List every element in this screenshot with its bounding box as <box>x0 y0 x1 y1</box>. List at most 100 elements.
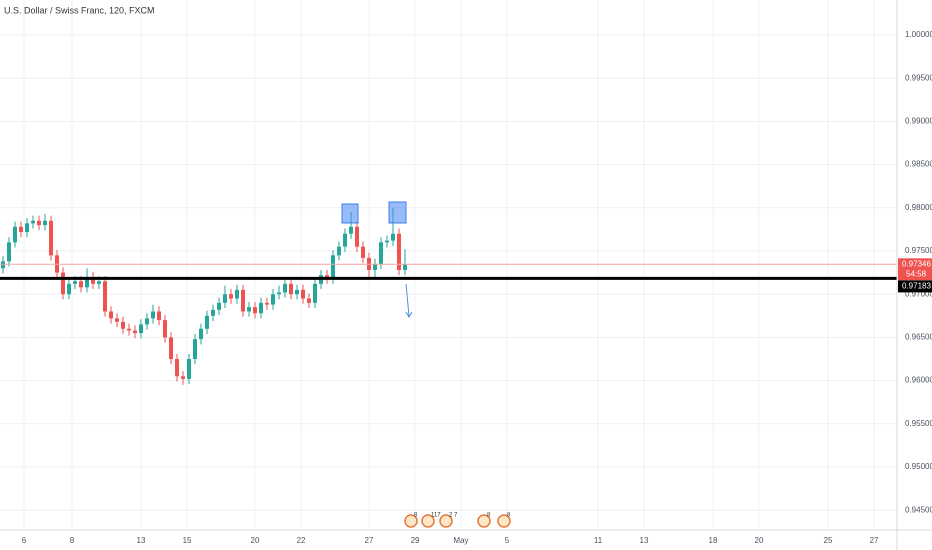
candle-body <box>331 255 335 279</box>
candle-body <box>205 315 209 329</box>
candle-body <box>157 311 161 321</box>
candles <box>1 207 407 385</box>
x-tick-label: 25 <box>824 536 833 545</box>
highlight-box <box>341 203 359 224</box>
candle-body <box>271 294 275 305</box>
y-tick-label: 0.99500 <box>905 73 932 82</box>
candle-body <box>85 276 89 288</box>
x-tick-label: 20 <box>755 536 764 545</box>
candle-body <box>211 309 215 316</box>
candle-body <box>73 281 77 284</box>
candle-body <box>229 294 233 299</box>
event-count: 2 7 <box>449 513 458 519</box>
candle-body <box>79 281 83 288</box>
event-icon <box>477 514 491 528</box>
level-label: 0.97183 <box>902 282 931 291</box>
candle-body <box>61 272 65 295</box>
event-count: 8 <box>507 513 511 519</box>
highlight-box <box>388 201 407 224</box>
candle-body <box>235 289 239 299</box>
candle-body <box>199 328 203 340</box>
candle-body <box>355 226 359 247</box>
x-tick-label: 29 <box>411 536 420 545</box>
chart-title: U.S. Dollar / Swiss Franc, 120, FXCM <box>4 5 155 15</box>
candle-body <box>223 294 227 303</box>
event-icon <box>404 514 418 528</box>
x-tick-label: 18 <box>709 536 718 545</box>
candle-body <box>349 226 353 234</box>
y-tick-label: 0.94500 <box>905 505 932 514</box>
x-tick-label: 13 <box>640 536 649 545</box>
y-tick-label: 0.97500 <box>905 246 932 255</box>
level-badge <box>898 280 932 293</box>
candle-body <box>91 276 95 284</box>
y-tick-label: 0.99000 <box>905 117 932 126</box>
y-tick-label: 0.98500 <box>905 160 932 169</box>
candle-body <box>145 318 149 325</box>
candle-body <box>217 302 221 310</box>
candle-body <box>31 220 35 224</box>
candle-body <box>67 283 71 295</box>
candle-body <box>259 302 263 314</box>
arrow <box>405 283 413 318</box>
candle-body <box>337 246 341 256</box>
candle-body <box>151 311 155 319</box>
x-tick-label: 13 <box>137 536 146 545</box>
x-tick-label: May <box>453 536 468 545</box>
grid <box>0 0 897 530</box>
event-icon <box>497 514 511 528</box>
candle-body <box>19 226 23 232</box>
candle-body <box>25 223 29 232</box>
y-tick-label: 0.97000 <box>905 289 932 298</box>
candle-body <box>175 359 179 377</box>
candle-body <box>163 320 167 338</box>
x-tick-label: 27 <box>870 536 879 545</box>
candle-body <box>265 302 269 305</box>
x-tick-label: 15 <box>183 536 192 545</box>
candle-body <box>109 311 113 319</box>
candle-body <box>307 298 311 303</box>
candle-body <box>283 283 287 293</box>
event-count: 117 <box>431 513 441 519</box>
y-tick-label: 0.96500 <box>905 333 932 342</box>
candle-body <box>391 233 395 241</box>
x-tick-label: 6 <box>22 536 27 545</box>
y-tick-label: 1.00000 <box>905 30 932 39</box>
countdown-label: 54:58 <box>906 269 927 278</box>
candle-body <box>181 376 185 379</box>
candle-body <box>115 318 119 322</box>
event-icon <box>421 514 435 528</box>
candle-body <box>121 321 125 329</box>
x-tick-label: 11 <box>594 536 603 545</box>
candle-body <box>169 337 173 360</box>
x-tick-label: 20 <box>251 536 260 545</box>
candle-body <box>277 292 281 295</box>
candle-body <box>139 324 143 334</box>
candle-body <box>373 263 377 271</box>
candle-body <box>313 283 317 303</box>
candle-body <box>301 289 305 299</box>
candle-body <box>7 242 11 262</box>
event-icon <box>439 514 453 528</box>
event-count: 8 <box>414 513 418 519</box>
y-tick-label: 0.98000 <box>905 203 932 212</box>
candle-body <box>97 281 101 284</box>
candle-body <box>247 307 251 312</box>
candle-body <box>49 220 53 256</box>
candle-body <box>253 307 257 314</box>
candle-body <box>241 289 245 312</box>
last-price-badge <box>898 258 932 281</box>
y-tick-label: 0.95500 <box>905 419 932 428</box>
candle-body <box>103 281 107 312</box>
candle-body <box>397 233 401 271</box>
candle-body <box>385 240 389 243</box>
y-tick-label: 0.96000 <box>905 376 932 385</box>
overlays <box>0 263 897 280</box>
x-tick-label: 27 <box>365 536 374 545</box>
candle-body <box>37 220 41 226</box>
event-count: 8 <box>487 513 491 519</box>
x-tick-label: 8 <box>70 536 75 545</box>
candle-body <box>379 242 383 264</box>
candle-body <box>361 246 365 258</box>
